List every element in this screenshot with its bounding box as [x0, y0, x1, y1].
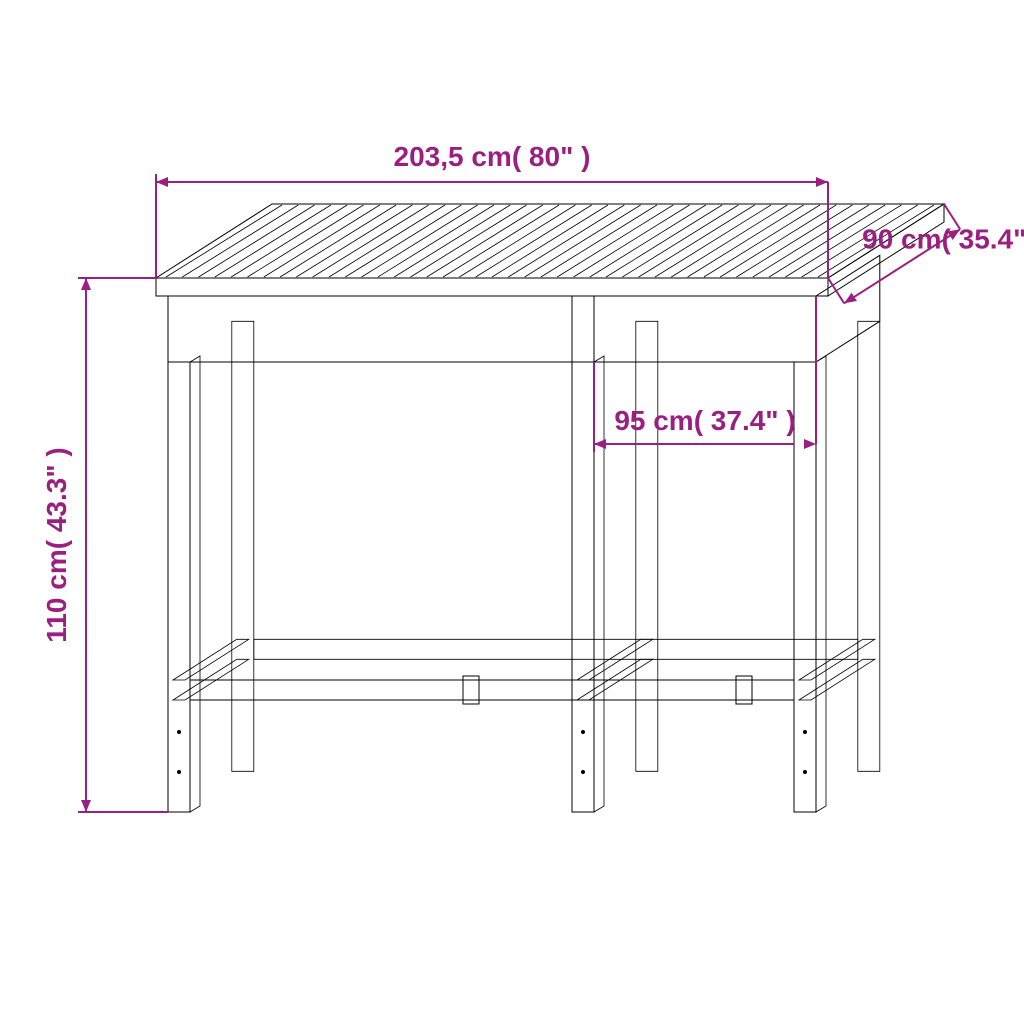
stretcher-front — [190, 680, 794, 700]
dim-bay-label: 95 cm( 37.4" ) — [614, 405, 795, 436]
leg-front-left — [168, 362, 190, 812]
leg-rear-middle — [636, 321, 658, 771]
tabletop-front-face — [156, 278, 828, 296]
leg-rear-right — [858, 321, 880, 771]
stretcher-rear — [254, 639, 858, 659]
apron-side — [816, 255, 880, 362]
leg-front-right — [794, 362, 816, 812]
dim-height-label: 110 cm( 43.3" ) — [41, 447, 72, 642]
dim-depth-label: 90 cm( 35.4" ) — [862, 223, 1024, 254]
dim-width-label: 203,5 cm( 80" ) — [394, 141, 591, 172]
leg-front-middle — [572, 362, 594, 812]
leg-rear-left — [232, 321, 254, 771]
apron-front — [168, 296, 816, 362]
